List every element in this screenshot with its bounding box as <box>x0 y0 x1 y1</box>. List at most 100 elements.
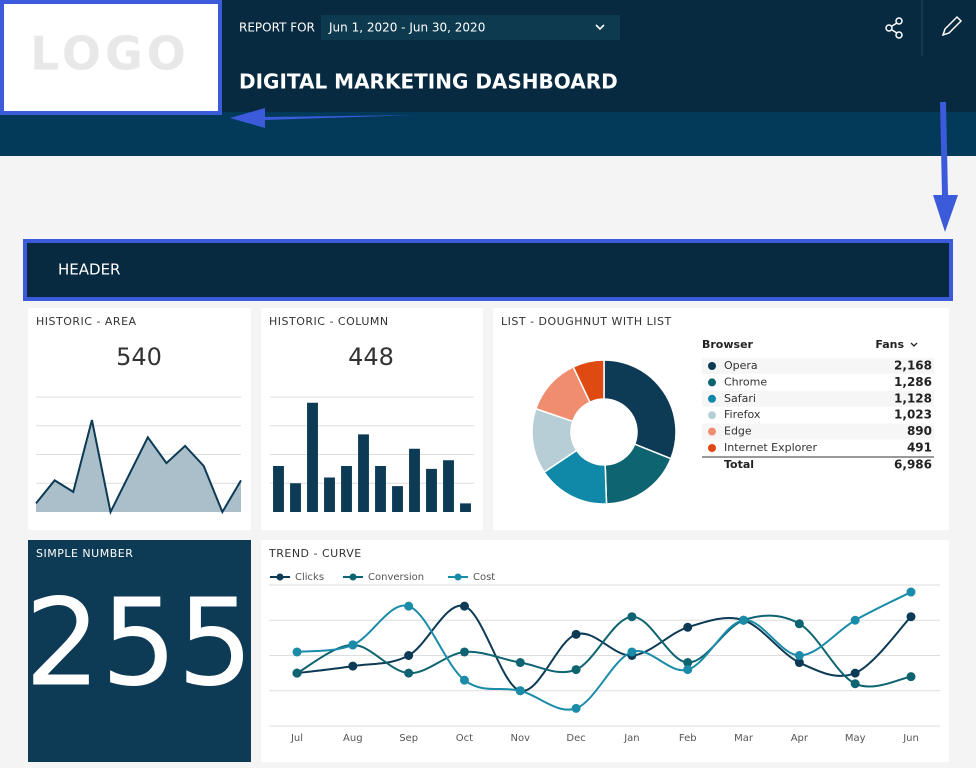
dropdown-chevron <box>595 24 605 31</box>
bar <box>375 466 386 512</box>
bar <box>341 466 352 512</box>
point <box>850 668 860 678</box>
legend-dot <box>708 362 716 370</box>
point <box>850 679 860 689</box>
x-tick-label: Oct <box>456 733 473 744</box>
x-tick-label: Jul <box>290 733 303 744</box>
logo-box[interactable] <box>0 0 222 115</box>
point <box>348 640 358 650</box>
point <box>515 686 525 696</box>
legend-dot <box>708 411 716 420</box>
point <box>906 612 916 622</box>
series-line <box>296 614 912 688</box>
point <box>683 622 693 632</box>
arrow <box>933 102 958 232</box>
bar <box>290 483 301 512</box>
total-label: Total <box>724 458 754 471</box>
point <box>459 675 469 685</box>
row-label: Safari <box>724 392 756 405</box>
bar <box>426 468 437 512</box>
x-tick-label: Apr <box>791 733 809 744</box>
bar <box>460 503 471 512</box>
doughnut-slice <box>603 359 677 460</box>
row-label: Chrome <box>724 375 767 388</box>
section-header <box>23 239 953 301</box>
date-range: Jun 1, 2020 - Jun 30, 2020 <box>328 21 485 35</box>
sort-chevron <box>910 342 918 347</box>
x-tick-label: Jun <box>902 733 919 744</box>
total-value: 6,986 <box>894 458 932 472</box>
widget-value: 540 <box>116 343 162 371</box>
x-tick-label: Aug <box>343 733 363 744</box>
x-tick-label: Jan <box>623 733 639 744</box>
doughnut-slice <box>572 359 605 404</box>
section-header-text: HEADER <box>58 261 120 279</box>
point <box>906 672 916 682</box>
x-tick-label: Feb <box>679 733 697 744</box>
legend-dot <box>708 444 716 452</box>
point <box>627 612 637 622</box>
share-icon[interactable] <box>885 17 903 39</box>
row-label: Internet Explorer <box>724 441 817 454</box>
arrow <box>230 108 415 128</box>
x-tick-label: Mar <box>734 733 754 744</box>
row-value: 890 <box>907 424 932 438</box>
point <box>794 651 804 660</box>
point <box>348 661 358 671</box>
point <box>850 615 860 625</box>
row-value: 1,286 <box>894 375 932 389</box>
widget-title: HISTORIC - COLUMN <box>269 315 389 328</box>
row-bg <box>702 423 934 440</box>
bar <box>358 434 369 512</box>
x-tick-label: Nov <box>511 733 531 744</box>
date-dropdown[interactable] <box>321 15 620 40</box>
bar <box>273 466 284 512</box>
widget-title: HISTORIC - AREA <box>36 315 137 328</box>
x-tick-label: May <box>845 733 866 744</box>
bar <box>307 402 318 512</box>
row-label: Opera <box>724 359 758 372</box>
point <box>627 647 637 657</box>
widget-title: LIST - DOUGHNUT WITH LIST <box>501 315 672 328</box>
bar <box>324 477 335 512</box>
widget-title: TREND - CURVE <box>268 547 362 560</box>
point <box>571 665 581 675</box>
point <box>571 703 581 713</box>
area <box>36 420 241 512</box>
row-label: Edge <box>724 425 752 438</box>
legend-marker <box>454 573 462 581</box>
legend-dot <box>708 394 716 403</box>
row-bg <box>702 358 934 374</box>
legend-label: Clicks <box>295 572 324 583</box>
top-band <box>0 112 976 156</box>
point <box>683 658 693 668</box>
point <box>404 601 414 611</box>
dashboard-title: DIGITAL MARKETING DASHBOARD <box>239 70 618 94</box>
row-label: Firefox <box>724 408 761 421</box>
point <box>571 629 581 639</box>
point <box>683 665 693 675</box>
row-value: 2,168 <box>894 359 932 373</box>
simple-number-value: 255 <box>24 575 253 714</box>
row-bg <box>702 390 934 407</box>
edit-icon[interactable] <box>941 15 963 37</box>
point <box>404 651 414 660</box>
point <box>794 619 804 629</box>
bar <box>409 448 420 512</box>
legend-dot <box>708 378 716 387</box>
bar <box>392 486 403 512</box>
logo: LOGO <box>30 27 190 81</box>
x-tick-label: Dec <box>566 733 585 744</box>
column-header: Browser <box>702 338 754 351</box>
point <box>794 658 804 668</box>
legend-marker <box>276 573 284 581</box>
legend-label: Conversion <box>368 572 424 583</box>
point <box>292 647 302 657</box>
point <box>459 601 469 611</box>
column-header: Fans <box>875 338 904 351</box>
legend-marker <box>349 573 357 581</box>
simple-number-title: SIMPLE NUMBER <box>36 547 133 560</box>
bar <box>443 460 454 512</box>
